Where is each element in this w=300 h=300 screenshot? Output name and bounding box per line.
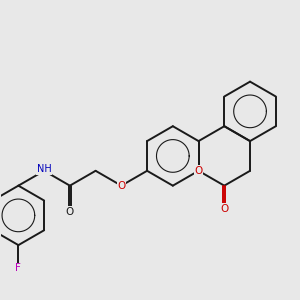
Text: NH: NH bbox=[37, 164, 52, 174]
Text: O: O bbox=[194, 166, 203, 176]
Text: O: O bbox=[220, 204, 228, 214]
Text: O: O bbox=[117, 181, 125, 191]
Text: F: F bbox=[15, 263, 21, 273]
Text: O: O bbox=[66, 207, 74, 217]
